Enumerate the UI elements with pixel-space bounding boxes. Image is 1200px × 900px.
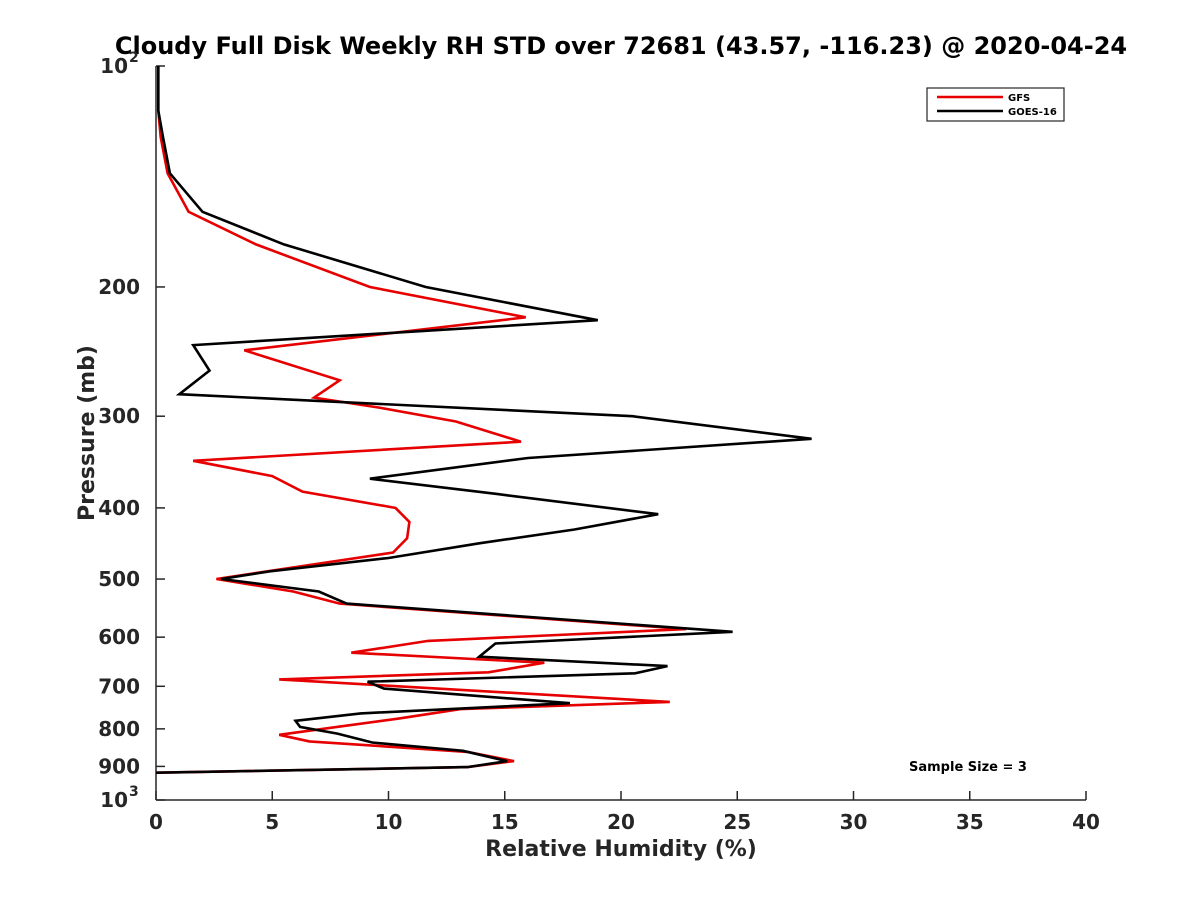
y-tick-exponent: 2 — [129, 50, 139, 66]
x-tick-label: 20 — [607, 810, 635, 834]
y-tick-label: 200 — [98, 275, 140, 299]
x-tick-label: 15 — [491, 810, 519, 834]
y-tick-label: 400 — [98, 496, 140, 520]
y-tick-label: 800 — [98, 717, 140, 741]
y-tick-label: 600 — [98, 625, 140, 649]
plot-axes — [155, 66, 1086, 801]
x-tick-label: 5 — [265, 810, 279, 834]
y-tick-label: 300 — [98, 404, 140, 428]
y-tick-label: 900 — [98, 754, 140, 778]
x-tick-label: 35 — [956, 810, 984, 834]
legend-label-goes16: GOES-16 — [1008, 107, 1057, 118]
y-tick-label: 500 — [98, 567, 140, 591]
sample-size-annotation: Sample Size = 3 — [909, 760, 1027, 775]
y-tick-label: 700 — [98, 674, 140, 698]
y-axis-label: Pressure (mb) — [75, 345, 100, 521]
x-tick-label: 25 — [723, 810, 751, 834]
y-tick-label: 10 — [100, 54, 128, 78]
series-lines — [155, 66, 812, 774]
series-line-goes16 — [155, 66, 812, 774]
series-line-gfs — [155, 66, 687, 774]
x-tick-label: 40 — [1072, 810, 1100, 834]
chart-title: Cloudy Full Disk Weekly RH STD over 7268… — [115, 32, 1127, 60]
legend: GFS GOES-16 — [926, 87, 1065, 122]
legend-label-gfs: GFS — [1008, 93, 1030, 104]
x-ticks: 0 5 10 15 20 25 30 35 40 — [149, 791, 1100, 834]
x-tick-label: 0 — [149, 810, 163, 834]
x-tick-label: 10 — [375, 810, 403, 834]
y-tick-exponent: 3 — [129, 784, 139, 800]
legend-box — [926, 87, 1065, 122]
y-tick-label: 10 — [100, 788, 128, 812]
x-axis-label: Relative Humidity (%) — [485, 837, 757, 862]
x-tick-label: 30 — [840, 810, 868, 834]
